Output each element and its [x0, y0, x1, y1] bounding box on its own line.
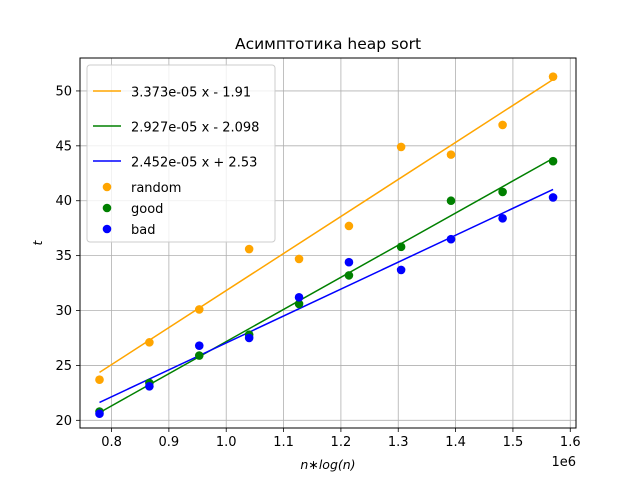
data-point-random — [548, 72, 558, 81]
legend-label: good — [131, 202, 163, 217]
data-point-bad — [446, 234, 456, 244]
y-tick-label: 35 — [55, 249, 72, 264]
data-point-random — [294, 254, 304, 264]
chart-title: Асимптотика heap sort — [235, 35, 421, 53]
legend-label: 2.452e-05 x + 2.53 — [131, 156, 257, 171]
data-point-good — [294, 299, 304, 309]
data-point-bad — [95, 409, 104, 419]
x-tick-label: 1.0 — [216, 435, 237, 450]
legend-label: random — [131, 181, 181, 196]
data-point-random — [344, 221, 354, 231]
data-point-bad — [145, 381, 154, 391]
legend-point-marker — [102, 182, 112, 192]
data-point-random — [145, 338, 154, 347]
y-tick-label: 45 — [55, 139, 72, 154]
legend-label: 3.373e-05 x - 1.91 — [131, 86, 251, 101]
legend-label: 2.927e-05 x - 2.098 — [131, 121, 259, 136]
x-axis-multiplier: 1e6 — [551, 455, 576, 470]
data-point-bad — [244, 333, 254, 343]
x-tick-label: 1.3 — [388, 435, 409, 450]
x-tick-label: 0.8 — [101, 435, 122, 450]
data-point-random — [194, 305, 204, 314]
x-tick-label: 1.4 — [445, 435, 466, 450]
y-tick-label: 50 — [55, 84, 72, 99]
x-tick-label: 0.9 — [159, 435, 180, 450]
data-point-good — [548, 156, 558, 166]
y-tick-label: 20 — [55, 414, 72, 429]
y-axis-label: t — [30, 239, 45, 245]
y-tick-label: 25 — [55, 359, 72, 374]
data-point-bad — [498, 213, 507, 223]
legend-point-marker — [102, 224, 112, 234]
plot-frame — [79, 57, 577, 429]
data-point-good — [446, 196, 456, 206]
data-point-bad — [396, 265, 406, 275]
grid — [80, 58, 576, 428]
x-axis-label: n∗log(n) — [300, 457, 355, 472]
legend-box — [86, 64, 276, 243]
data-point-random — [95, 375, 104, 384]
data-point-good — [396, 242, 406, 252]
fit-lines — [99, 78, 554, 414]
data-point-bad — [194, 341, 204, 350]
data-point-bad — [294, 293, 304, 302]
x-tick-label: 1.1 — [273, 435, 294, 450]
legend: 3.373e-05 x - 1.91 2.927e-05 x - 2.098 2.4… — [86, 64, 276, 243]
data-point-bad — [548, 193, 558, 202]
axis-ticks: 0.8 0.9 1.0 1.1 1.2 1.3 1.4 1.5 1.6 20 25 30 35 40 45 5… — [55, 84, 580, 450]
x-tick-label: 1.6 — [560, 435, 581, 450]
fit-line — [99, 157, 554, 414]
data-point-random — [244, 244, 254, 254]
data-point-bad — [344, 257, 354, 267]
y-tick-label: 40 — [55, 194, 72, 209]
x-tick-label: 1.2 — [331, 435, 352, 450]
data-point-random — [446, 150, 456, 159]
data-point-good — [194, 351, 204, 360]
data-point-good — [498, 187, 507, 197]
y-tick-label: 30 — [55, 304, 72, 319]
data-point-random — [498, 120, 507, 130]
scatter-points — [95, 72, 558, 419]
data-point-random — [396, 142, 406, 152]
fit-line — [99, 188, 554, 404]
fit-line — [99, 78, 554, 374]
legend-point-marker — [102, 203, 112, 213]
x-tick-label: 1.5 — [503, 435, 524, 450]
data-point-good — [344, 271, 354, 280]
legend-label: bad — [131, 223, 155, 238]
